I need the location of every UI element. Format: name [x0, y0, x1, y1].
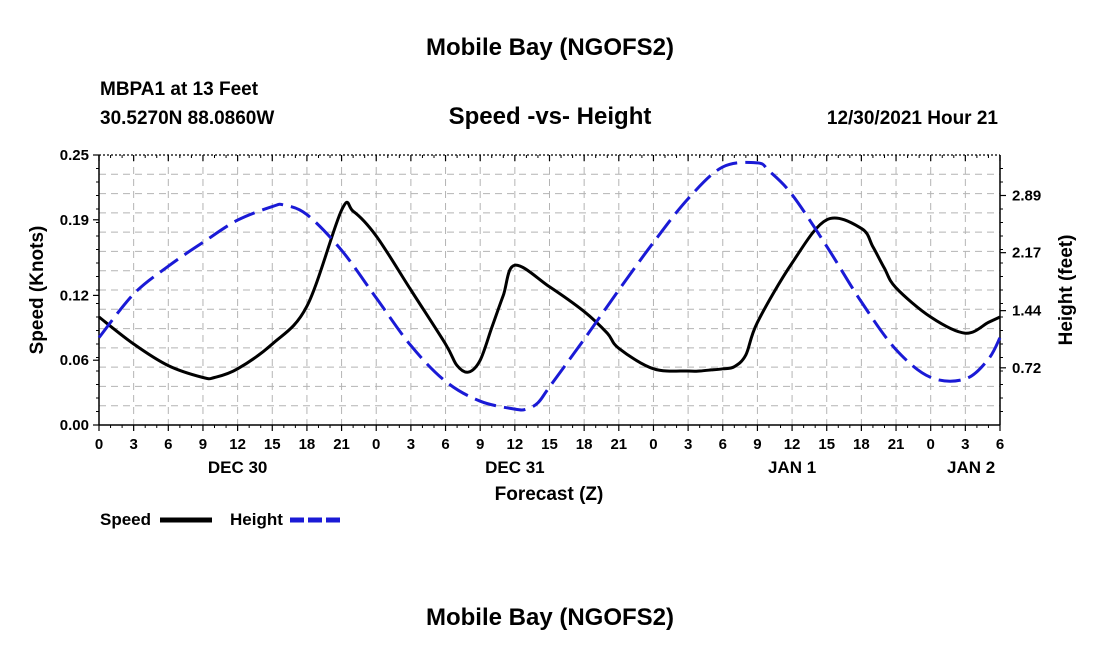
station-label: MBPA1 at 13 Feet [100, 79, 259, 100]
x-tick-label: 3 [684, 436, 692, 453]
x-tick-label: 18 [576, 436, 593, 453]
x-tick-label: 21 [333, 436, 350, 453]
y-tick-label: 0.00 [60, 417, 89, 434]
x-axis-label: Forecast (Z) [495, 484, 604, 505]
y-tick-label: 0.25 [60, 147, 89, 164]
x-tick-label: 21 [888, 436, 905, 453]
legend-label-height: Height [230, 510, 283, 529]
x-tick-label: 15 [818, 436, 835, 453]
x-tick-label: 15 [264, 436, 281, 453]
y-axis-label: Speed (Knots) [27, 226, 48, 355]
date-label: DEC 31 [485, 458, 545, 477]
chart-title: Speed -vs- Height [449, 103, 652, 130]
forecast-datetime: 12/30/2021 Hour 21 [827, 108, 999, 129]
x-tick-label: 9 [476, 436, 484, 453]
y-tick-label: 0.06 [60, 352, 89, 369]
date-label: DEC 30 [208, 458, 268, 477]
x-tick-label: 12 [229, 436, 246, 453]
x-tick-label: 9 [199, 436, 207, 453]
footer-title: Mobile Bay (NGOFS2) [426, 604, 674, 631]
x-tick-label: 21 [610, 436, 627, 453]
x-tick-label: 15 [541, 436, 558, 453]
x-tick-label: 3 [961, 436, 969, 453]
y2-axis-label: Height (feet) [1056, 235, 1077, 346]
y-tick-label: 0.19 [60, 212, 89, 229]
x-tick-label: 6 [164, 436, 172, 453]
y2-tick-label: 0.72 [1012, 360, 1041, 377]
x-tick-label: 0 [372, 436, 380, 453]
x-tick-label: 0 [95, 436, 103, 453]
legend: Speed Height [100, 510, 342, 529]
y2-axis-ticks: 0.72 1.44 2.17 2.89 [1000, 168, 1042, 412]
grid-lines [99, 155, 1000, 425]
x-tick-label: 0 [649, 436, 657, 453]
x-tick-label: 0 [927, 436, 935, 453]
series-lines [97, 160, 1002, 412]
y2-tick-label: 1.44 [1012, 303, 1042, 320]
x-tick-label: 18 [299, 436, 316, 453]
y-axis-ticks: 0.00 0.06 0.12 0.19 0.25 [60, 147, 99, 434]
x-axis-ticks: 0 3 6 9 12 15 18 21 0 3 6 9 12 15 18 21 0 3 6 9 12 15 18 21 0 3 6 D… [95, 155, 1004, 477]
speed-series-line [98, 200, 1001, 381]
x-tick-label: 12 [507, 436, 524, 453]
height-series-line [97, 160, 1002, 412]
page-title: Mobile Bay (NGOFS2) [426, 34, 674, 61]
y2-tick-label: 2.17 [1012, 245, 1041, 262]
x-tick-label: 6 [996, 436, 1004, 453]
x-tick-label: 3 [129, 436, 137, 453]
legend-label-speed: Speed [100, 510, 151, 529]
y2-tick-label: 2.89 [1012, 188, 1041, 205]
x-tick-label: 9 [753, 436, 761, 453]
x-tick-label: 3 [407, 436, 415, 453]
y-tick-label: 0.12 [60, 287, 89, 304]
date-label: JAN 2 [947, 458, 995, 477]
x-tick-label: 18 [853, 436, 870, 453]
station-coordinates: 30.5270N 88.0860W [100, 108, 274, 129]
x-tick-label: 6 [719, 436, 727, 453]
x-tick-label: 12 [784, 436, 801, 453]
x-tick-label: 6 [441, 436, 449, 453]
date-label: JAN 1 [768, 458, 816, 477]
